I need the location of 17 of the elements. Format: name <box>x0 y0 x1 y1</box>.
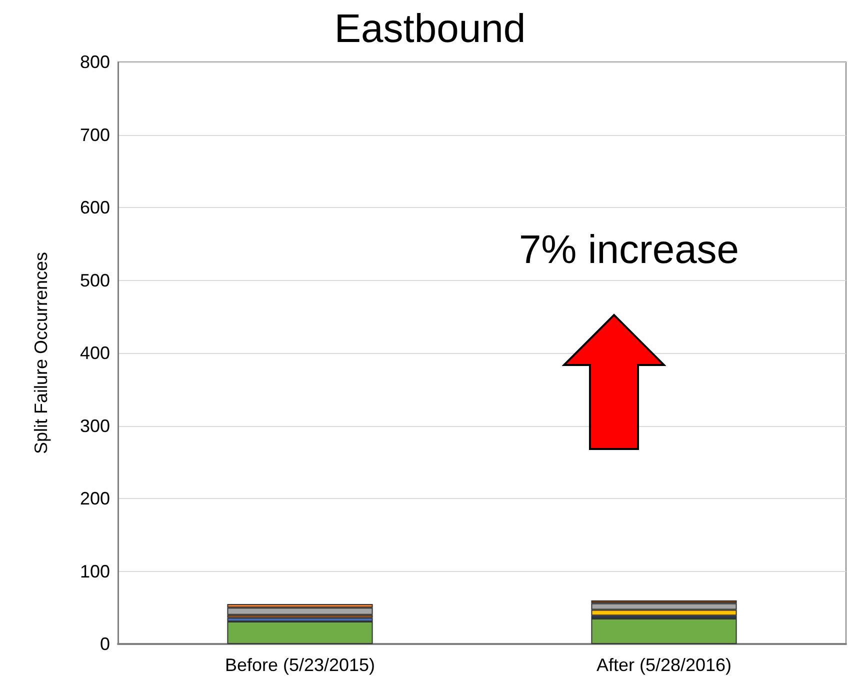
bar <box>227 621 373 644</box>
y-tick-label: 800 <box>80 52 110 72</box>
y-tick-label: 0 <box>100 634 110 654</box>
bar <box>591 618 737 644</box>
annotation: 7% increase <box>518 228 740 274</box>
y-tick-label: 300 <box>80 416 110 436</box>
chart-title: Eastbound <box>334 7 526 51</box>
y-tick-label: 200 <box>80 488 110 508</box>
y-tick-label: 100 <box>80 561 110 582</box>
y-tick-label: 700 <box>80 124 110 145</box>
y-tick-label: 500 <box>80 270 110 290</box>
y-tick-label: 600 <box>80 198 110 218</box>
x-tick-label: After (5/28/2016) <box>596 655 732 675</box>
y-tick-label: 400 <box>80 343 110 363</box>
x-tick-label: Before (5/23/2015) <box>224 655 376 675</box>
bar <box>227 608 373 615</box>
y-axis-title: Split Failure Occurrences <box>31 252 51 454</box>
